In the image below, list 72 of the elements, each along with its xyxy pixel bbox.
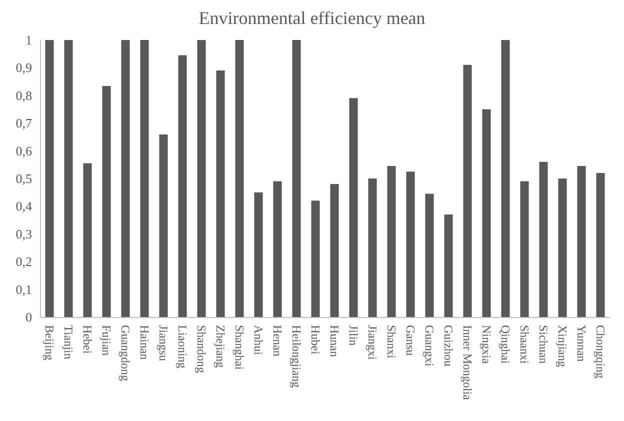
x-tick-label: Guizhou [442, 325, 456, 366]
bar [292, 40, 301, 317]
x-tick-label: Henan [270, 325, 284, 356]
bar [463, 64, 472, 317]
y-tick-label: 0,6 [16, 143, 32, 158]
x-tick-label: Shanghai [232, 325, 246, 370]
x-tick-label: Inner Mongolia [460, 325, 474, 401]
x-tick-label: Gansu [404, 325, 418, 356]
bar [45, 40, 54, 317]
x-tick-label: Zhejiang [214, 325, 228, 368]
chart-title: Environmental efficiency mean [198, 8, 426, 28]
x-tick-label: Sichuan [536, 325, 550, 364]
x-tick-label: Fujian [100, 325, 114, 356]
bar [425, 194, 434, 317]
x-tick-label: Shandong [194, 325, 208, 373]
x-tick-label: Chongqing [594, 325, 608, 378]
bar [311, 200, 320, 317]
bar [539, 162, 548, 317]
x-tick-label: Jiangsu [156, 325, 170, 361]
bar [121, 40, 130, 317]
x-tick-label: Hubei [308, 325, 322, 355]
bar [197, 40, 206, 317]
bar [235, 40, 244, 317]
bar [330, 184, 339, 317]
y-tick-label: 1 [26, 32, 32, 48]
x-tick-label: Yunnan [574, 325, 588, 362]
y-tick-label: 0,9 [16, 60, 32, 76]
y-tick-label: 0,4 [16, 198, 32, 214]
x-tick-label: Heilongjiang [290, 325, 304, 388]
x-tick-label: Hebei [80, 325, 94, 354]
x-tick-label: Jiangxi [366, 325, 380, 360]
x-tick-label: Hainan [138, 325, 152, 360]
bar [577, 166, 586, 317]
x-tick-label: Anhui [252, 325, 266, 356]
x-tick-label: Tianjin [62, 325, 76, 360]
bar [387, 166, 396, 317]
bar [64, 40, 73, 317]
y-tick-label: 0,3 [16, 226, 32, 242]
y-tick-label: 0,2 [16, 254, 32, 270]
x-tick-label: Guangdong [118, 325, 132, 381]
bar [368, 178, 377, 317]
y-tick-label: 0,5 [16, 171, 32, 186]
bar [444, 214, 453, 317]
bar [216, 70, 225, 317]
y-tick-label: 0,8 [16, 88, 32, 103]
y-tick-label: 0,1 [16, 282, 32, 297]
bar [501, 40, 510, 317]
x-tick-label: Beijing [42, 325, 56, 360]
bar [520, 181, 529, 317]
bar [558, 178, 567, 317]
bar [254, 192, 263, 317]
bar [596, 172, 605, 317]
x-tick-label: Ningxia [480, 325, 494, 364]
x-tick-label: Shaanxi [518, 325, 532, 364]
y-tick-label: 0,7 [16, 116, 32, 131]
bar [159, 134, 168, 317]
bar [349, 98, 358, 317]
x-tick-label: Xinjiang [556, 325, 570, 367]
bar [140, 40, 149, 317]
x-tick-label: Liaoning [176, 325, 190, 368]
bar [482, 109, 491, 317]
bar [178, 55, 187, 317]
x-tick-label: Jilin [346, 325, 360, 346]
x-tick-label: Shanxi [384, 325, 398, 359]
bar [406, 172, 415, 317]
x-tick-label: Qinghai [498, 325, 512, 364]
bar [102, 86, 111, 317]
bar [83, 163, 92, 317]
y-tick-label: 0 [26, 310, 32, 324]
bar [273, 181, 282, 317]
x-tick-label: Hunan [328, 325, 342, 357]
x-tick-label: Guangxi [422, 325, 436, 367]
